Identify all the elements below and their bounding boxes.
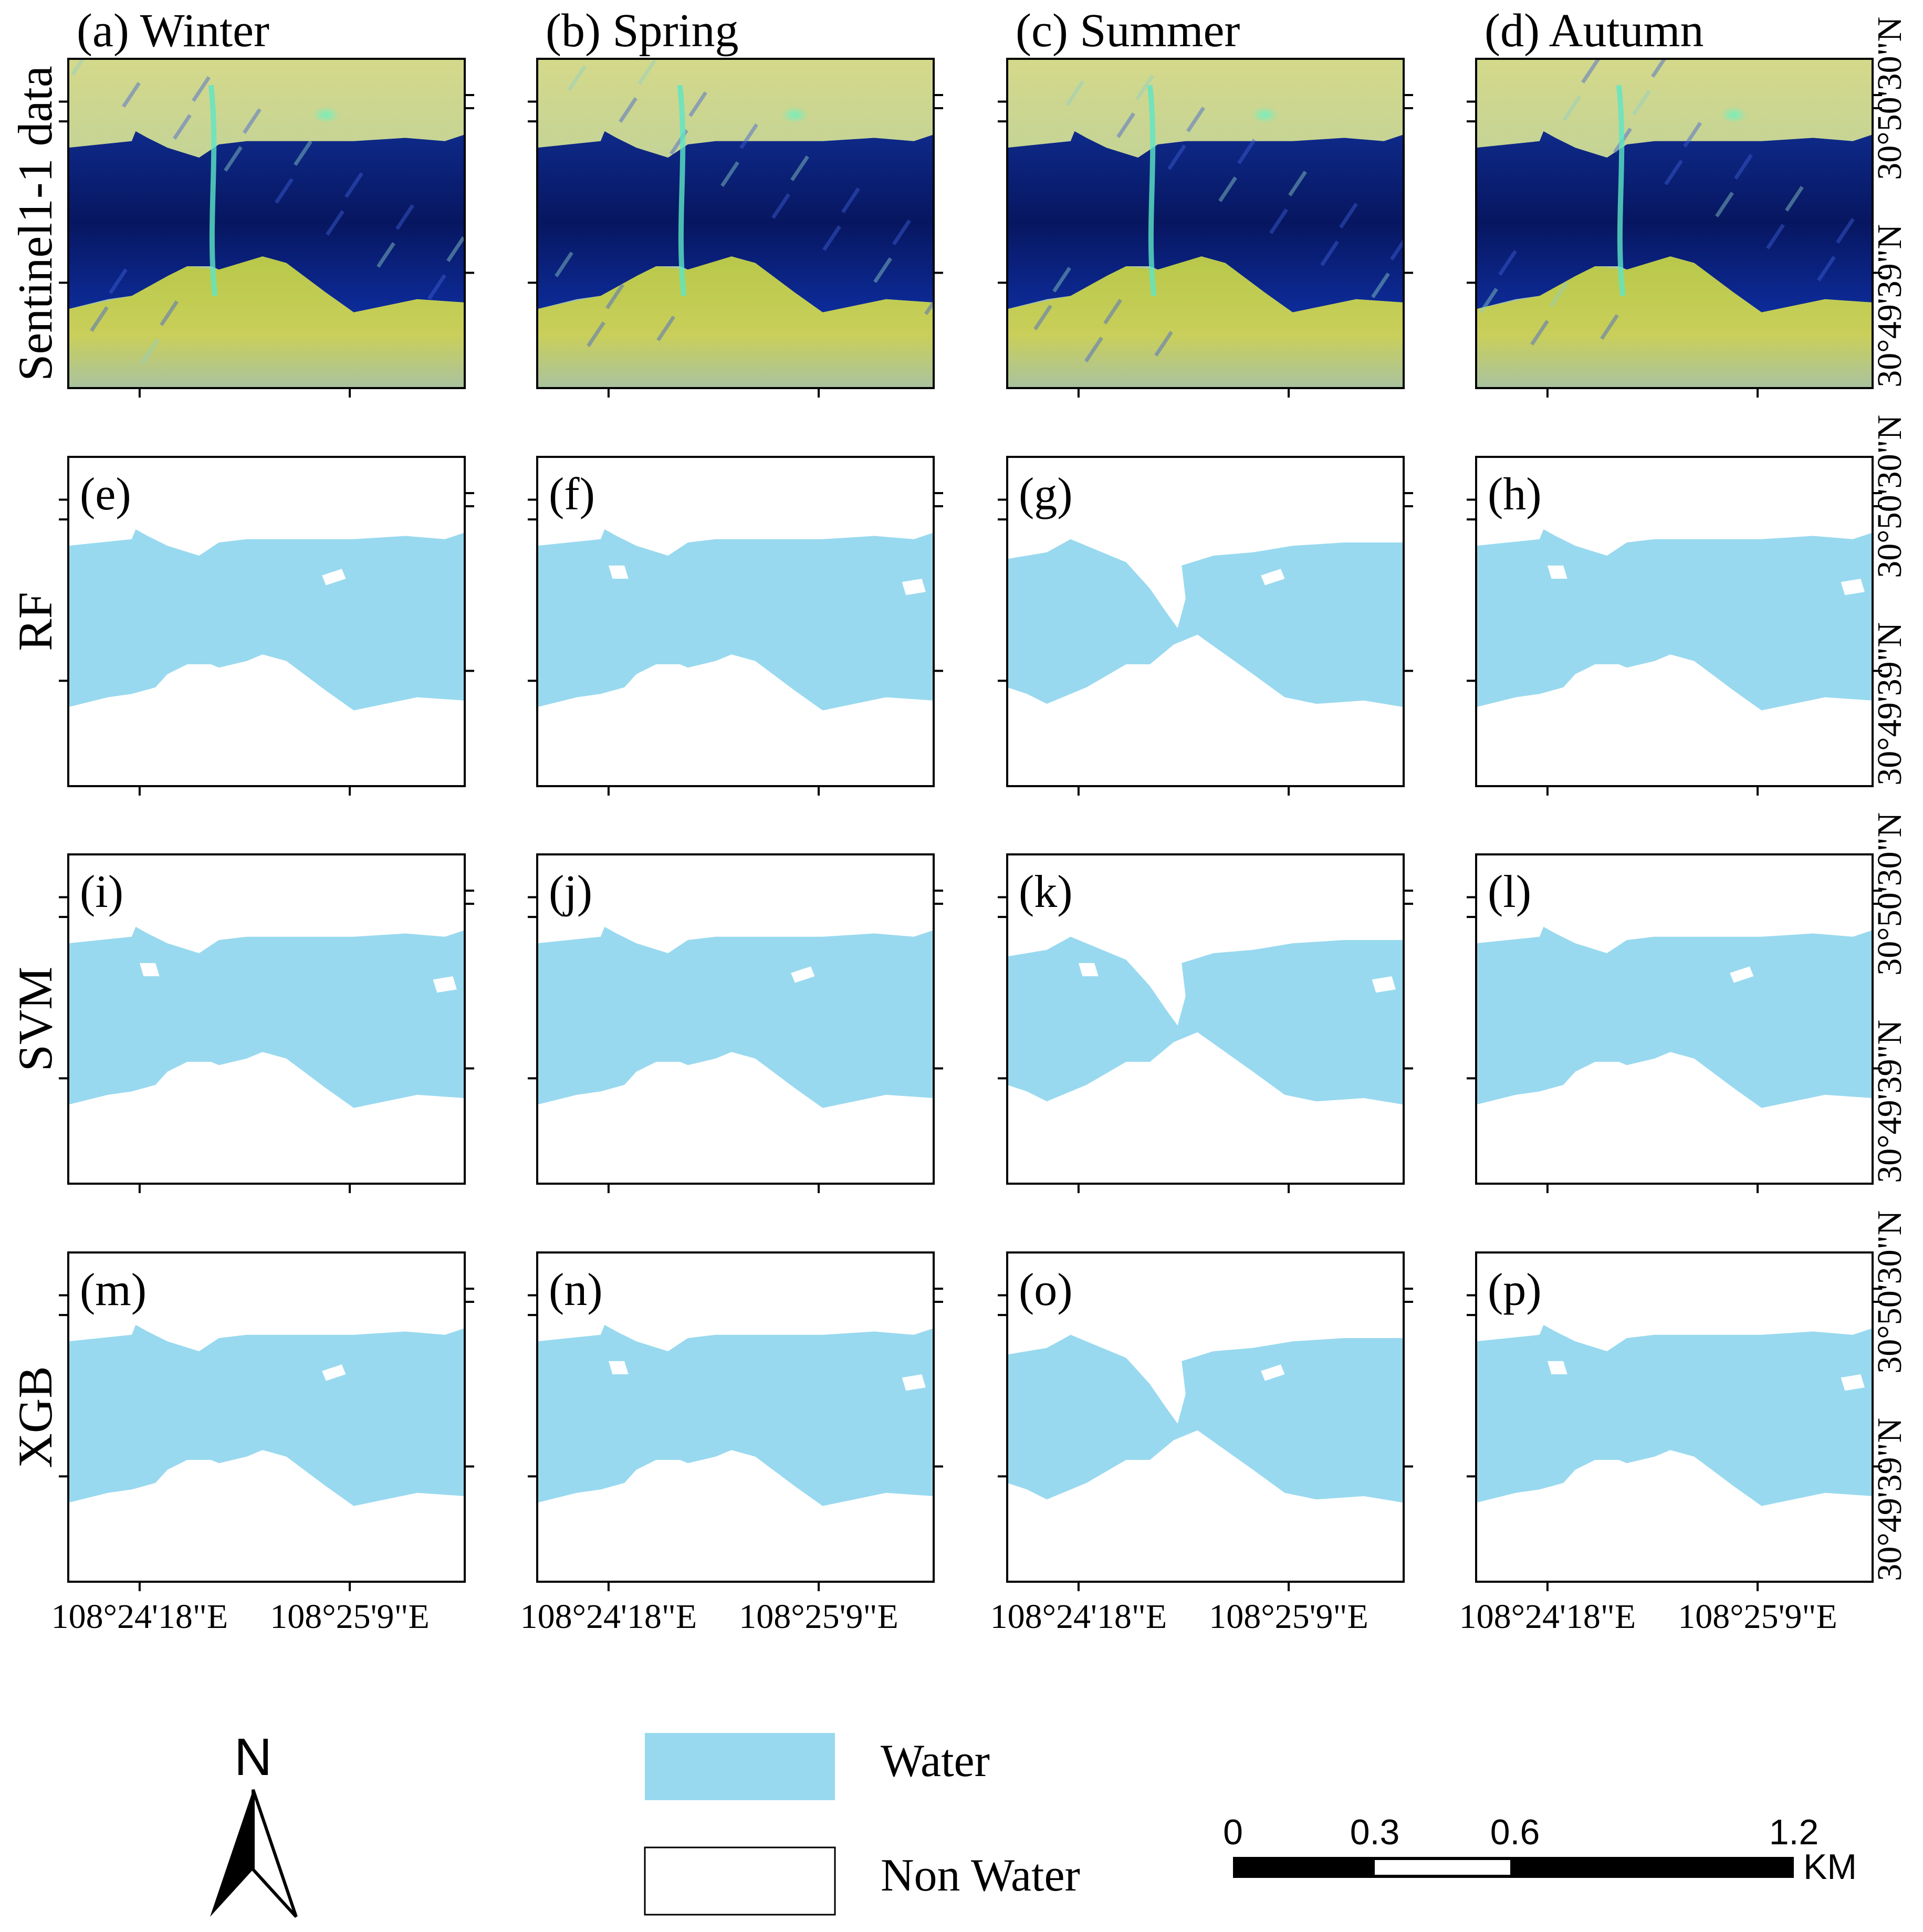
scale-tick-0: 0 (1223, 1812, 1243, 1852)
lon-label: 108°25'9"E (739, 1597, 898, 1636)
legend-label-water: Water (881, 1736, 990, 1787)
north-label: N (234, 1728, 272, 1787)
lon-label: 108°24'18"E (1459, 1597, 1636, 1636)
water-area (1007, 1334, 1404, 1503)
water-area (68, 529, 465, 711)
lat-label: 30°49'39"N (1870, 1418, 1909, 1581)
row-label-3: XGB (8, 1366, 62, 1468)
panel-label: (h) (1488, 469, 1542, 520)
classification-panel-l: (l) (1467, 853, 1882, 1193)
classification-panel-i: (i) (59, 853, 474, 1193)
lat-label: 30°50'30"N (1870, 415, 1909, 578)
scale-tick-3: 1.2 (1769, 1812, 1819, 1852)
north-arrow-icon (210, 1789, 298, 1918)
legend-label-nonwater: Non Water (881, 1850, 1080, 1901)
column-header-3: (d) Autumn (1485, 5, 1703, 57)
panel-label: (i) (80, 866, 123, 917)
classification-panel-m: (m) (59, 1251, 474, 1591)
panel-label: (l) (1488, 866, 1531, 917)
water-area (68, 1324, 465, 1506)
water-area (537, 1324, 934, 1506)
lon-label: 108°25'9"E (270, 1597, 430, 1636)
lat-label: 30°50'30"N (1870, 812, 1909, 976)
row-label-0: Sentinel1-1 data (8, 66, 62, 381)
lon-label: 108°24'18"E (51, 1597, 228, 1636)
lon-label: 108°25'9"E (1209, 1597, 1368, 1636)
legend: Water Non Water (644, 1733, 1080, 1916)
north-arrow: N (210, 1728, 298, 1918)
scale-tick-1: 0.3 (1350, 1812, 1400, 1852)
legend-swatch-nonwater (644, 1846, 836, 1916)
sar-panel-3 (1467, 58, 1882, 398)
lon-label: 108°24'18"E (990, 1597, 1167, 1636)
classification-panel-j: (j) (528, 853, 943, 1193)
panel-label: (o) (1019, 1265, 1073, 1315)
lon-label: 108°24'18"E (520, 1597, 697, 1636)
classification-panel-e: (e) (59, 456, 474, 796)
panel-label: (g) (1019, 469, 1073, 520)
panel-label: (p) (1488, 1265, 1542, 1315)
lon-label: 108°25'9"E (1678, 1597, 1837, 1636)
water-area (537, 529, 934, 711)
column-header-2: (c) Summer (1016, 5, 1240, 57)
classification-panel-g: (g) (998, 456, 1413, 796)
column-header-0: (a) Winter (77, 5, 269, 57)
panel-label: (m) (80, 1265, 147, 1315)
water-area (68, 926, 465, 1108)
water-area (537, 926, 934, 1108)
lat-label: 30°50'30"N (1870, 17, 1909, 180)
classification-panel-p: (p) (1467, 1251, 1882, 1591)
panel-label: (e) (80, 469, 131, 520)
sar-panel-1 (528, 58, 943, 398)
sar-panel-2 (998, 58, 1413, 398)
classification-panel-h: (h) (1467, 456, 1882, 796)
row-label-2: SVM (8, 967, 62, 1071)
classification-panel-n: (n) (528, 1251, 943, 1591)
scale-bar: 0 0.3 0.6 1.2 KM (1223, 1812, 1857, 1887)
classification-panel-k: (k) (998, 853, 1413, 1193)
scale-unit: KM (1803, 1847, 1857, 1887)
water-area (1007, 936, 1404, 1105)
panel-label: (j) (549, 866, 592, 917)
classification-panel-o: (o) (998, 1251, 1413, 1591)
lat-label: 30°50'30"N (1870, 1210, 1909, 1374)
column-header-1: (b) Spring (546, 5, 738, 57)
legend-swatch-water (645, 1733, 835, 1800)
panel-label: (n) (549, 1265, 603, 1315)
row-label-1: RF (8, 592, 62, 651)
water-area (1476, 529, 1873, 711)
scale-tick-2: 0.6 (1490, 1812, 1540, 1852)
lat-label: 30°49'39"N (1870, 622, 1909, 786)
water-area (1007, 539, 1404, 707)
water-area (1476, 926, 1873, 1108)
panel-label: (k) (1019, 866, 1073, 917)
classification-panel-f: (f) (528, 456, 943, 796)
lat-label: 30°49'39"N (1870, 1020, 1909, 1183)
panel-label: (f) (549, 469, 595, 520)
sar-panel-0 (59, 58, 474, 398)
lat-label: 30°49'39"N (1870, 224, 1909, 388)
water-area (1476, 1324, 1873, 1506)
